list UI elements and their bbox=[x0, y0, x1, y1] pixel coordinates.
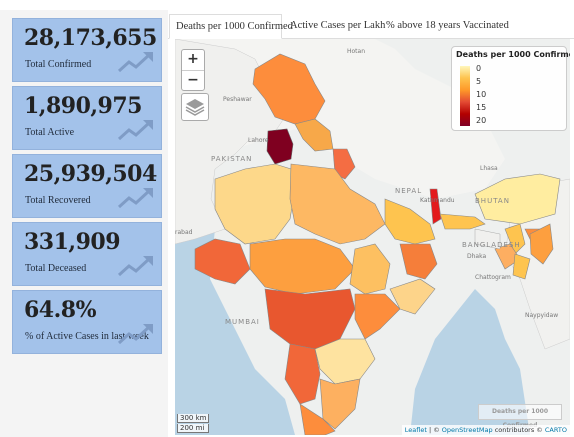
card-label: Total Confirmed bbox=[25, 59, 92, 70]
attr-sep: | © bbox=[426, 426, 442, 434]
map-scale: 300 km 200 mi bbox=[177, 413, 210, 433]
card-total-deceased: 331,909 Total Deceased bbox=[12, 222, 162, 286]
legend-gradient bbox=[460, 66, 470, 126]
legend-tick: 15 bbox=[476, 103, 487, 112]
place-peshawar: Peshawar bbox=[223, 96, 252, 103]
card-total-confirmed: 28,173,655 Total Confirmed bbox=[12, 18, 162, 82]
place-mumbai: MUMBAI bbox=[225, 318, 260, 326]
place-lhasa: Lhasa bbox=[480, 165, 498, 172]
map-canvas bbox=[175, 39, 570, 435]
leaflet-link[interactable]: Leaflet bbox=[404, 426, 427, 434]
card-value: 25,939,504 bbox=[24, 161, 157, 187]
tab-active-per-lakh[interactable]: Active Cases per Lakh bbox=[290, 20, 386, 31]
zoom-out-button[interactable]: − bbox=[187, 72, 199, 88]
map-legend: Deaths per 1000 Confirmed 0 5 10 15 20 bbox=[451, 46, 570, 131]
country-bhutan: BHUTAN bbox=[475, 197, 510, 205]
layers-icon bbox=[185, 99, 205, 116]
trend-up-icon bbox=[117, 324, 153, 345]
trend-up-icon bbox=[117, 256, 153, 277]
legend-title: Deaths per 1000 Confirmed bbox=[456, 50, 570, 59]
place-hotan: Hotan bbox=[347, 48, 366, 55]
card-label: Total Deceased bbox=[25, 263, 87, 274]
choropleth-map[interactable]: Hotan Peshawar Lahore PAKISTAN Lhasa NEP… bbox=[175, 39, 570, 435]
place-lahore: Lahore bbox=[248, 137, 269, 144]
place-hyderabad-partial: rabad bbox=[175, 229, 193, 236]
card-value: 28,173,655 bbox=[24, 25, 157, 51]
layers-button[interactable] bbox=[181, 93, 209, 121]
place-naypyidaw: Naypyidaw bbox=[525, 312, 559, 319]
legend-tick: 0 bbox=[476, 64, 482, 73]
card-label: Total Recovered bbox=[25, 195, 91, 206]
map-tabs: Deaths per 1000 Confirmed Active Cases p… bbox=[168, 14, 574, 39]
card-total-recovered: 25,939,504 Total Recovered bbox=[12, 154, 162, 218]
legend-tick: 20 bbox=[476, 116, 487, 125]
trend-up-icon bbox=[117, 188, 153, 209]
card-label: Total Active bbox=[25, 127, 75, 138]
zoom-control: + − bbox=[181, 49, 205, 91]
country-bangladesh: BANGLADESH bbox=[462, 241, 521, 249]
card-label: % of Active Cases in last week bbox=[25, 331, 149, 342]
legend-tick: 5 bbox=[476, 77, 482, 86]
country-pakistan: PAKISTAN bbox=[211, 155, 253, 163]
country-nepal: NEPAL bbox=[395, 187, 423, 195]
card-value: 64.8% bbox=[24, 297, 97, 323]
card-value: 331,909 bbox=[24, 229, 121, 255]
scale-mi: 200 mi bbox=[177, 424, 210, 433]
zoom-in-button[interactable]: + bbox=[182, 50, 204, 71]
tab-vaccinated[interactable]: % above 18 years Vaccinated bbox=[386, 20, 509, 31]
carto-link[interactable]: CARTO bbox=[544, 426, 567, 434]
scale-km: 300 km bbox=[177, 414, 210, 423]
trend-up-icon bbox=[117, 52, 153, 73]
place-dhaka: Dhaka bbox=[467, 253, 487, 260]
place-chattogram: Chattogram bbox=[475, 274, 511, 281]
card-active-last-week: 64.8% % of Active Cases in last week bbox=[12, 290, 162, 354]
legend-tick: 10 bbox=[476, 90, 487, 99]
stats-panel: 28,173,655 Total Confirmed 1,890,975 Tot… bbox=[0, 10, 168, 437]
attr-contrib: contributors © bbox=[492, 426, 545, 434]
top-strip bbox=[0, 0, 574, 10]
card-total-active: 1,890,975 Total Active bbox=[12, 86, 162, 150]
map-attribution: Leaflet | © OpenStreetMap contributors ©… bbox=[401, 425, 570, 435]
tab-deaths-per-1000[interactable]: Deaths per 1000 Confirmed bbox=[169, 14, 293, 39]
osm-link[interactable]: OpenStreetMap bbox=[441, 426, 493, 434]
trend-up-icon bbox=[117, 120, 153, 141]
card-value: 1,890,975 bbox=[24, 93, 142, 119]
legend-ghost: Deaths per 1000 Confirmed bbox=[478, 404, 562, 429]
place-kathmandu: Kathmandu bbox=[420, 197, 455, 204]
